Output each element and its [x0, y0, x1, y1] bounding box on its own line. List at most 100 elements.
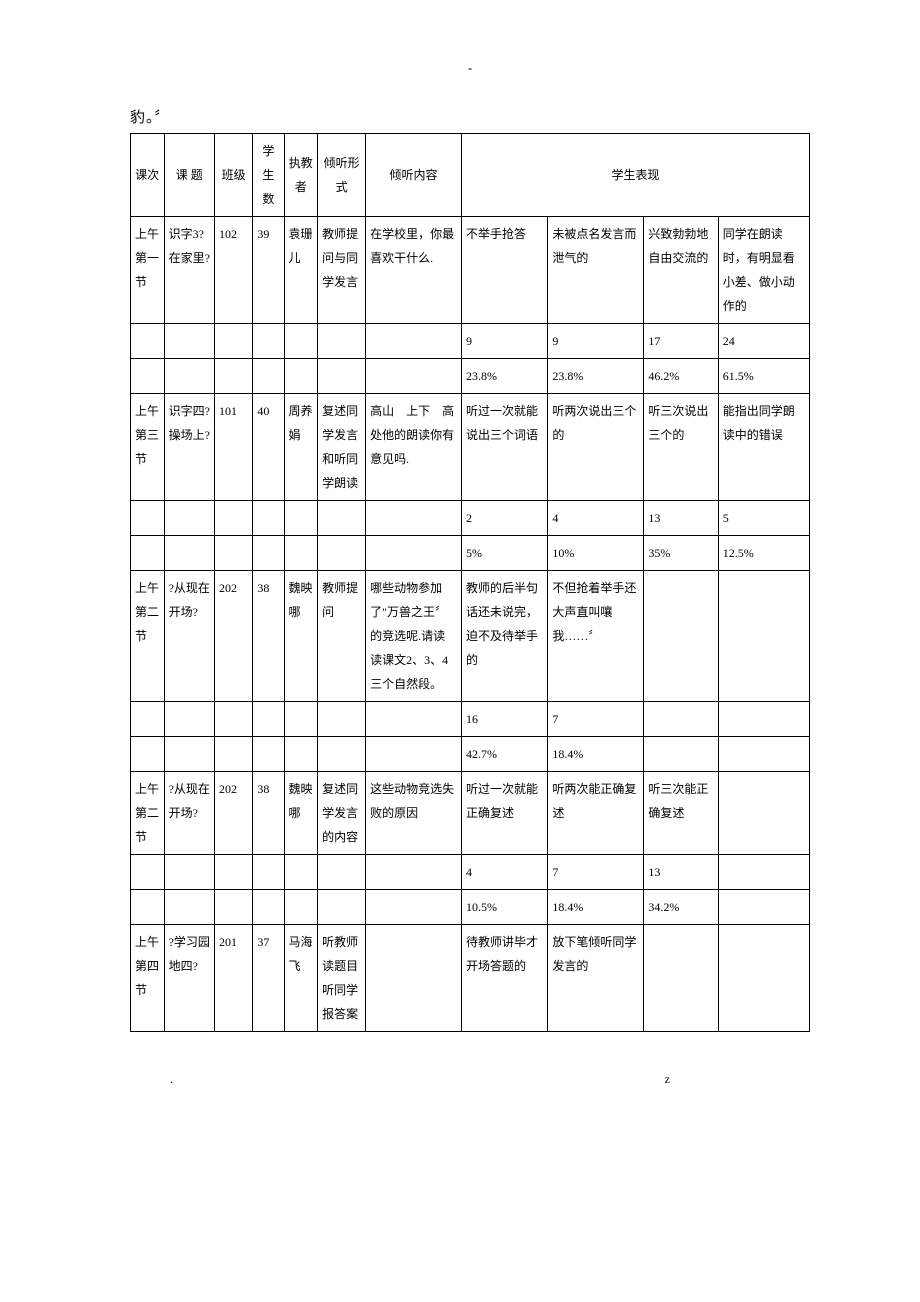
- th-performance: 学生表现: [462, 134, 810, 217]
- cell-empty: [214, 324, 252, 359]
- cell-empty: [164, 536, 214, 571]
- th-content: 倾听内容: [366, 134, 462, 217]
- cell-value: 13: [644, 501, 718, 536]
- cell-perf: 听三次能正确复述: [644, 772, 718, 855]
- footer-right: z: [665, 1072, 670, 1087]
- cell-empty: [131, 536, 165, 571]
- cell-empty: [164, 855, 214, 890]
- cell-empty: [164, 890, 214, 925]
- cell-empty: [284, 501, 318, 536]
- cell-empty: [366, 855, 462, 890]
- cell-empty: [366, 324, 462, 359]
- cell-c1: 上午第一节: [131, 217, 165, 324]
- cell-value: 34.2%: [644, 890, 718, 925]
- cell-c5: 马海飞: [284, 925, 318, 1032]
- top-dash: -: [130, 60, 810, 76]
- cell-empty: [284, 359, 318, 394]
- cell-perf: 不但抢着举手还大声直叫嚷我……〞: [548, 571, 644, 702]
- cell-value: 10%: [548, 536, 644, 571]
- cell-c4: 40: [253, 394, 284, 501]
- cell-empty: [131, 324, 165, 359]
- cell-value: [644, 702, 718, 737]
- footer: . z: [130, 1072, 810, 1087]
- cell-empty: [366, 737, 462, 772]
- table-row: 上午第二节?从现在开场?20238魏映哪复述同学发言的内容这些动物竞选失败的原因…: [131, 772, 810, 855]
- th-students: 学生数: [253, 134, 284, 217]
- cell-empty: [164, 702, 214, 737]
- table-row: 10.5%18.4%34.2%: [131, 890, 810, 925]
- table-row: 991724: [131, 324, 810, 359]
- cell-perf: 听两次说出三个的: [548, 394, 644, 501]
- table-row: 上午第三节识字四?操场上?10140周养娟复述同学发言和听同学朗读高山 上下 高…: [131, 394, 810, 501]
- cell-value: 5: [718, 501, 809, 536]
- cell-c7: 高山 上下 高处他的朗读你有意见吗.: [366, 394, 462, 501]
- table-row: 24135: [131, 501, 810, 536]
- cell-empty: [131, 737, 165, 772]
- cell-c7: 在学校里，你最喜欢干什么.: [366, 217, 462, 324]
- cell-value: 18.4%: [548, 737, 644, 772]
- table-row: 4713: [131, 855, 810, 890]
- cell-perf: [718, 925, 809, 1032]
- cell-value: [718, 737, 809, 772]
- cell-c2: 识字3?在家里?: [164, 217, 214, 324]
- th-topic: 课 题: [164, 134, 214, 217]
- cell-perf: 同学在朗读时，有明显看小差、做小动作的: [718, 217, 809, 324]
- cell-perf: 听过一次就能说出三个词语: [462, 394, 548, 501]
- cell-value: 4: [462, 855, 548, 890]
- cell-empty: [214, 737, 252, 772]
- cell-c5: 周养娟: [284, 394, 318, 501]
- cell-empty: [366, 702, 462, 737]
- cell-value: [718, 890, 809, 925]
- cell-c3: 202: [214, 772, 252, 855]
- cell-c3: 102: [214, 217, 252, 324]
- table-row: 上午第四节?学习园地四?20137马海飞听教师读题目听同学报答案待教师讲毕才开场…: [131, 925, 810, 1032]
- cell-empty: [284, 324, 318, 359]
- cell-c2: ?从现在开场?: [164, 571, 214, 702]
- cell-perf: [718, 571, 809, 702]
- cell-value: 61.5%: [718, 359, 809, 394]
- cell-value: 24: [718, 324, 809, 359]
- cell-c6: 教师提问与同学发言: [318, 217, 366, 324]
- cell-empty: [318, 890, 366, 925]
- cell-empty: [318, 702, 366, 737]
- cell-empty: [214, 501, 252, 536]
- cell-c1: 上午第二节: [131, 571, 165, 702]
- cell-perf: 兴致勃勃地自由交流的: [644, 217, 718, 324]
- table-header-row: 课次 课 题 班级 学生数 执教者 倾听形式 倾听内容 学生表现: [131, 134, 810, 217]
- cell-empty: [164, 501, 214, 536]
- cell-empty: [318, 324, 366, 359]
- cell-value: 35%: [644, 536, 718, 571]
- cell-c7: [366, 925, 462, 1032]
- cell-perf: [718, 772, 809, 855]
- th-teacher: 执教者: [284, 134, 318, 217]
- cell-empty: [214, 702, 252, 737]
- cell-empty: [131, 890, 165, 925]
- cell-c3: 101: [214, 394, 252, 501]
- cell-value: 4: [548, 501, 644, 536]
- cell-empty: [318, 536, 366, 571]
- table-row: 5%10%35%12.5%: [131, 536, 810, 571]
- table-row: 上午第二节?从现在开场?20238魏映哪教师提问哪些动物参加了"万兽之王〞的竞选…: [131, 571, 810, 702]
- cell-value: 23.8%: [548, 359, 644, 394]
- cell-c2: 识字四?操场上?: [164, 394, 214, 501]
- cell-c4: 38: [253, 571, 284, 702]
- table-row: 167: [131, 702, 810, 737]
- cell-perf: 待教师讲毕才开场答题的: [462, 925, 548, 1032]
- cell-empty: [253, 359, 284, 394]
- cell-value: 5%: [462, 536, 548, 571]
- th-class: 班级: [214, 134, 252, 217]
- cell-empty: [284, 890, 318, 925]
- cell-empty: [214, 536, 252, 571]
- cell-value: [718, 702, 809, 737]
- cell-value: 2: [462, 501, 548, 536]
- cell-empty: [253, 536, 284, 571]
- table-row: 23.8%23.8%46.2%61.5%: [131, 359, 810, 394]
- table-row: 42.7%18.4%: [131, 737, 810, 772]
- cell-empty: [253, 324, 284, 359]
- cell-empty: [253, 890, 284, 925]
- cell-c1: 上午第二节: [131, 772, 165, 855]
- cell-c6: 听教师读题目听同学报答案: [318, 925, 366, 1032]
- cell-perf: 不举手抢答: [462, 217, 548, 324]
- cell-perf: 听三次说出三个的: [644, 394, 718, 501]
- cell-empty: [318, 737, 366, 772]
